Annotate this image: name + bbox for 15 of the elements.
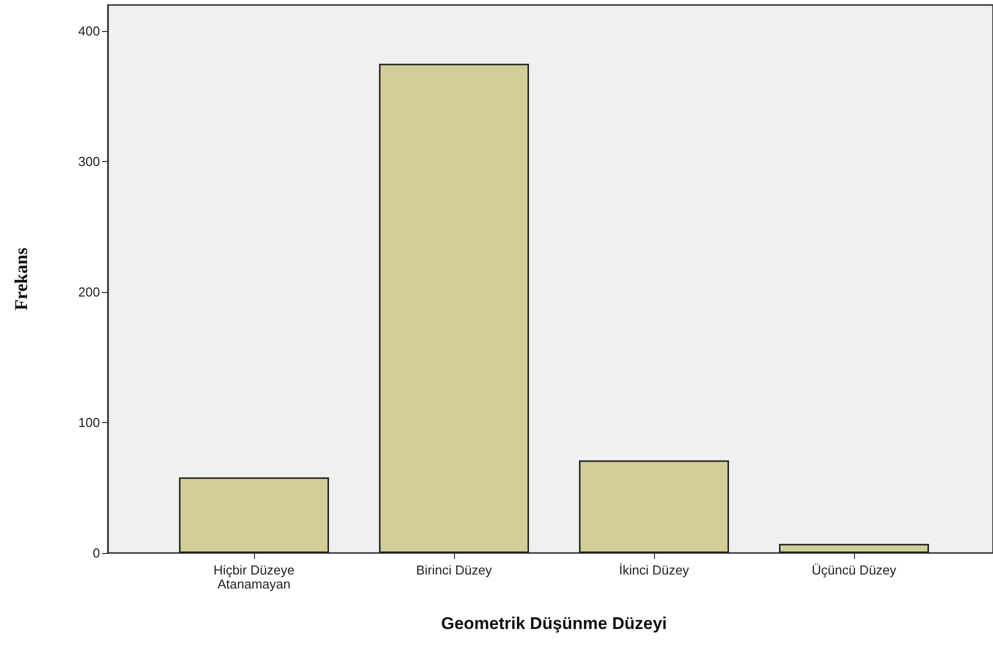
x-tick-label: İkinci Düzey [618, 562, 690, 578]
y-tick-label: 300 [78, 154, 100, 170]
y-tick-label: 0 [92, 546, 100, 560]
y-tick-label: 400 [78, 24, 100, 39]
bar [779, 544, 929, 553]
x-tick-label: Hiçbir Düzeye Atanamayan [214, 562, 294, 592]
y-axis-title: Frekans [11, 248, 31, 310]
bar [379, 64, 529, 553]
x-tick-label: Birinci Düzey [416, 562, 492, 578]
bar [579, 460, 729, 553]
y-tick-label: 200 [78, 284, 100, 300]
y-tick-label: 100 [78, 415, 100, 430]
x-tick-label: Üçüncü Düzey [812, 562, 897, 578]
x-axis-title: Geometrik Düşünme Düzeyi [441, 614, 667, 633]
bar [179, 477, 329, 553]
